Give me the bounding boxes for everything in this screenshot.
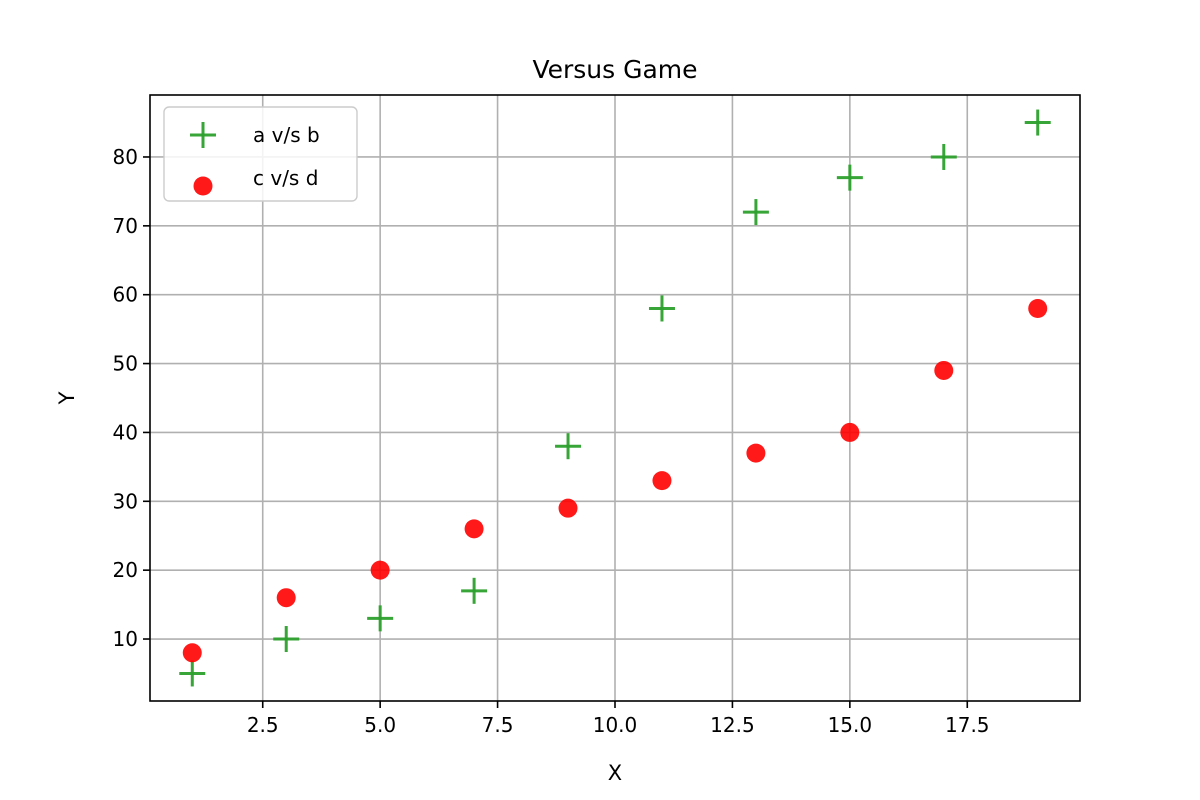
data-point-circle (1028, 298, 1048, 318)
data-point-circle (558, 498, 578, 518)
legend: a v/s b c v/s d (163, 106, 358, 202)
x-tick-label: 10.0 (593, 713, 638, 737)
data-point-circle (276, 588, 296, 608)
data-point-plus (461, 577, 488, 604)
data-point-plus (179, 660, 206, 687)
data-point-plus (1024, 109, 1051, 136)
y-tick-label: 40 (113, 420, 138, 444)
y-tick-label: 50 (113, 352, 138, 376)
data-point-circle (370, 560, 390, 580)
data-point-circle (652, 471, 672, 491)
y-tick-label: 30 (113, 489, 138, 513)
legend-marker-plus (190, 122, 216, 148)
x-tick-label: 7.5 (482, 713, 514, 737)
series-1 (179, 109, 1051, 687)
y-tick-label: 80 (113, 145, 138, 169)
series-2 (182, 298, 1048, 663)
y-axis-label: Y (55, 391, 79, 405)
y-tick-label: 60 (113, 283, 138, 307)
legend-label: c v/s d (253, 166, 318, 190)
legend-marker-circle (193, 176, 213, 196)
y-tick-label: 10 (113, 627, 138, 651)
x-tick-label: 15.0 (828, 713, 873, 737)
data-point-circle (182, 643, 202, 663)
y-axis-ticks: 10 20 30 40 50 60 70 80 (113, 145, 150, 651)
plot-frame (149, 94, 1081, 702)
data-point-plus (648, 295, 675, 322)
data-point-plus (555, 433, 582, 460)
legend-box (163, 106, 358, 202)
data-points (179, 109, 1051, 687)
legend-label: a v/s b (253, 123, 320, 147)
data-point-circle (840, 422, 860, 442)
data-point-circle (934, 360, 954, 380)
data-point-circle (746, 443, 766, 463)
y-tick-label: 20 (113, 558, 138, 582)
chart-title: Versus Game (532, 55, 697, 84)
y-tick-label: 70 (113, 214, 138, 238)
x-tick-label: 17.5 (945, 713, 990, 737)
data-point-plus (742, 199, 769, 226)
x-tick-label: 12.5 (710, 713, 755, 737)
data-point-plus (930, 143, 957, 170)
data-point-plus (836, 164, 863, 191)
grid (150, 95, 1080, 701)
x-axis-ticks: 2.5 5.0 7.5 10.0 12.5 15.0 17.5 (247, 701, 990, 737)
x-axis-label: X (608, 761, 622, 785)
x-tick-label: 5.0 (364, 713, 396, 737)
x-tick-label: 2.5 (247, 713, 279, 737)
data-point-plus (273, 626, 300, 653)
data-point-circle (464, 519, 484, 539)
data-point-plus (367, 605, 394, 632)
